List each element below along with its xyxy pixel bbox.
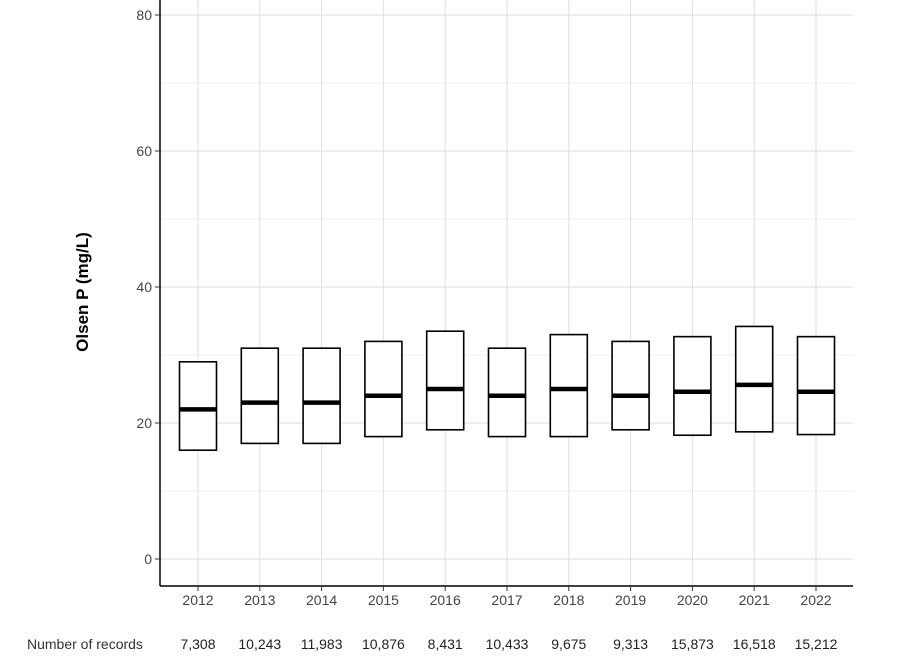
y-axis-title: Olsen P (mg/L) [73, 232, 92, 352]
record-count: 16,518 [733, 636, 776, 652]
boxes [178, 325, 836, 451]
x-tick-label: 2015 [368, 592, 399, 608]
box-2020 [673, 335, 712, 437]
box-2021 [734, 325, 774, 433]
x-tick-label: 2016 [430, 592, 461, 608]
y-tick-label: 20 [136, 415, 152, 431]
y-tick-label: 80 [136, 7, 152, 23]
x-tick-label: 2022 [800, 592, 831, 608]
y-tick-label: 40 [136, 279, 152, 295]
x-tick-label: 2020 [677, 592, 708, 608]
record-count: 10,433 [486, 636, 529, 652]
record-count: 7,308 [180, 636, 215, 652]
box-2015 [364, 340, 403, 438]
record-count: 10,243 [238, 636, 281, 652]
box-2014 [302, 347, 341, 445]
box-2013 [240, 347, 280, 445]
y-ticks: 0 20 40 60 80 [136, 7, 160, 567]
records-row: 7,308 10,243 11,983 10,876 8,431 10,433 9,675 9… [180, 636, 837, 652]
record-count: 8,431 [428, 636, 463, 652]
record-count: 15,212 [795, 636, 838, 652]
records-row-label: Number of records [27, 636, 143, 652]
record-count: 11,983 [301, 636, 343, 652]
x-tick-label: 2012 [182, 592, 213, 608]
box-2012 [178, 360, 218, 451]
x-tick-label: 2013 [244, 592, 275, 608]
record-count: 9,675 [551, 636, 586, 652]
x-tick-label: 2018 [553, 592, 584, 608]
x-tick-label: 2017 [491, 592, 522, 608]
record-count: 9,313 [613, 636, 648, 652]
x-tick-label: 2021 [739, 592, 770, 608]
x-tick-label: 2019 [615, 592, 646, 608]
box-2016 [425, 330, 465, 431]
box-2022 [796, 335, 836, 436]
record-count: 15,873 [671, 636, 714, 652]
grid-lines [160, 0, 853, 586]
record-count: 10,876 [362, 636, 405, 652]
box-2017 [487, 347, 527, 438]
y-tick-label: 0 [144, 551, 152, 567]
box-2018 [549, 333, 589, 438]
x-ticks: 2012 2013 2014 2015 2016 2017 2018 2019 2020 2021… [182, 586, 832, 608]
y-tick-label: 60 [136, 143, 152, 159]
box-2019 [611, 340, 650, 431]
x-tick-label: 2014 [306, 592, 337, 608]
